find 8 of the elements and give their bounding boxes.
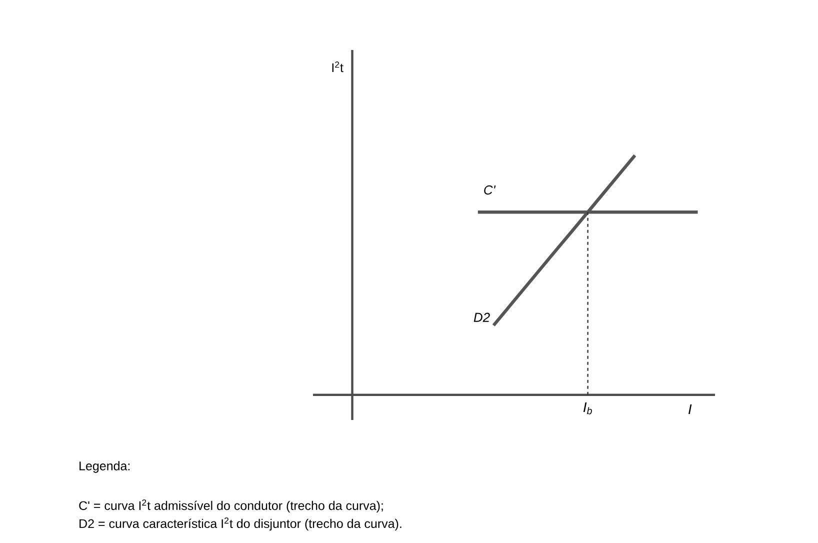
- text: C' = curva I$^{2}$t admissível do condutor (trecho da curva);: [79, 499, 383, 513]
- text: Legenda:: [80, 461, 130, 473]
- x-axis-title: I: [688, 404, 692, 414]
- series-label: D2: [474, 312, 490, 322]
- text: I$_{b}$: [583, 402, 592, 414]
- text: D2 = curva característica I$^{2}$t do disjuntor (trecho da curva).: [80, 517, 402, 531]
- series-label: C': [484, 185, 496, 195]
- text: I$^{2}$t: [332, 62, 344, 72]
